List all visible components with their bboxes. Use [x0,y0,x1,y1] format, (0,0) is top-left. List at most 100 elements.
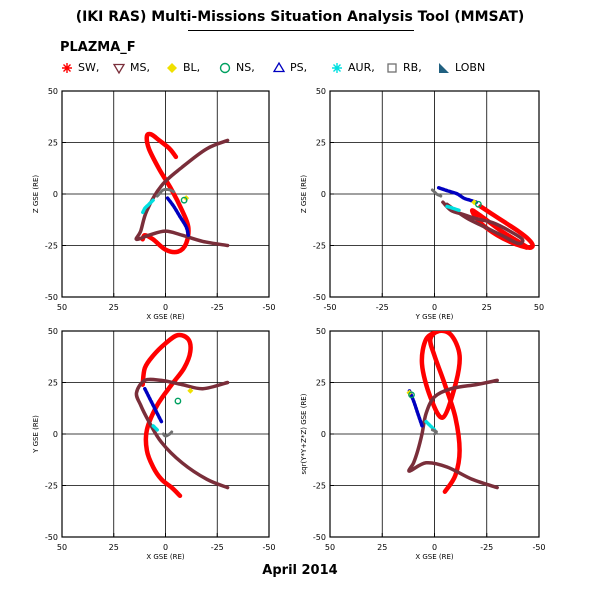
legend-label: PS, [290,61,308,74]
legend-label: AUR, [348,61,375,74]
marker-ns [408,391,415,399]
y-tick-label: 25 [316,379,326,388]
legend-item-lobn: LOBN [437,61,485,75]
y-tick-label: 25 [316,139,326,148]
marker-ns [474,200,482,208]
orbit-ps [436,186,479,204]
panel-3: 50 25 0 -25 -50 -50 -25 0 25 50 X GSE (RE) Y GSE (R… [32,327,276,561]
panel-4: 50 25 0 -25 -50 -50 -25 0 25 50 X GSE (RE) sqr(Y*Y+… [300,327,546,561]
x-tick-label: -50 [262,303,275,312]
x-tick-label: -25 [376,303,389,312]
orbit-sw [140,332,193,499]
orbit-rb [161,430,174,438]
data-layer [430,186,535,250]
orbit-rb [155,187,176,198]
data-layer [134,332,230,499]
legend-label: RB, [403,61,422,74]
square-icon [387,63,397,73]
orbit-aur [445,204,462,213]
orbit-ms [134,377,230,490]
x-tick-label: 0 [432,303,437,312]
data-layer [134,131,230,255]
chart-title: (IKI RAS) Multi-Missions Situation Analy… [75,9,525,25]
marker-bl [187,387,194,394]
y-tick-label: 25 [48,139,58,148]
orbit-ps [143,386,164,424]
y-tick-label: 50 [316,87,326,96]
x-axis-label: Y GSE (RE) [415,313,454,321]
legend-item-sw: SW, [60,61,99,75]
date-caption: April 2014 [262,563,338,578]
y-axis-label: Z GSE (RE) [300,175,308,214]
panel-2: -50 -25 0 25 50 -50 -25 0 25 50 Y GSE (RE) Z GSE (R… [300,87,544,321]
legend: SW, MS, BL, NS, PS, AUR, RB, LOBN [0,0,600,90]
title-underline [188,30,414,31]
asterisk-icon [332,63,342,73]
triangle-down-icon [112,63,126,75]
x-axis-label: X GSE (RE) [415,553,454,561]
y-tick-label: -50 [45,533,58,542]
x-tick-label: 0 [163,303,168,312]
y-tick-label: -50 [45,293,58,302]
x-tick-label: 25 [377,543,387,552]
legend-item-aur: AUR, [330,61,375,75]
x-tick-label: -50 [532,543,545,552]
y-axis-label: sqr(Y*Y+Z*Z) GSE (RE) [300,393,308,474]
legend-item-rb: RB, [385,61,422,75]
lobe-icon [439,63,449,73]
orbit-ps [407,388,424,428]
mission-label: PLAZMA_F [60,40,136,55]
legend-label: LOBN [455,61,486,74]
circle-icon [219,62,231,74]
orbit-ps [165,196,191,237]
y-tick-label: 0 [321,430,326,439]
x-tick-label: -25 [211,543,224,552]
y-tick-label: 0 [53,190,58,199]
legend-item-ps: PS, [272,61,307,75]
y-tick-label: -25 [45,482,58,491]
x-tick-label: 50 [325,543,335,552]
x-tick-label: 25 [109,543,119,552]
orbit-sw [419,331,462,494]
orbit-sw [140,131,191,255]
legend-item-bl: BL, [165,61,200,75]
y-axis-label: Z GSE (RE) [32,175,40,214]
y-tick-label: 0 [321,190,326,199]
x-tick-label: 50 [534,303,544,312]
x-tick-label: -25 [211,303,224,312]
x-tick-label: -50 [323,303,336,312]
y-tick-label: -25 [313,242,326,251]
legend-label: BL, [183,61,201,74]
y-tick-label: 50 [316,327,326,336]
x-tick-label: -25 [480,543,493,552]
y-tick-label: -25 [45,242,58,251]
y-tick-label: 25 [48,379,58,388]
legend-item-ms: MS, [112,61,150,75]
orbit-ms [407,378,499,490]
y-tick-label: 50 [48,87,58,96]
x-axis-label: X GSE (RE) [146,553,185,561]
diamond-icon [167,63,177,73]
orbit-rb [430,188,443,198]
marker-ns [180,196,188,204]
legend-label: SW, [78,61,100,74]
y-axis-label: Y GSE (RE) [32,415,40,454]
legend-label: NS, [236,61,255,74]
data-layer [406,331,499,494]
y-tick-label: 0 [53,430,58,439]
orbit-rb [430,428,439,436]
orbit-ms [134,138,230,248]
marker-ns [174,397,182,405]
x-tick-label: 0 [432,543,437,552]
orbit-aur [151,424,159,432]
x-tick-label: 25 [482,303,492,312]
legend-item-ns: NS, [218,61,255,75]
legend-label: MS, [130,61,150,74]
x-axis-label: X GSE (RE) [146,313,185,321]
y-tick-label: -25 [313,482,326,491]
x-tick-label: -50 [262,543,275,552]
y-tick-label: 50 [48,327,58,336]
orbit-aur [140,198,155,215]
x-tick-label: 0 [163,543,168,552]
